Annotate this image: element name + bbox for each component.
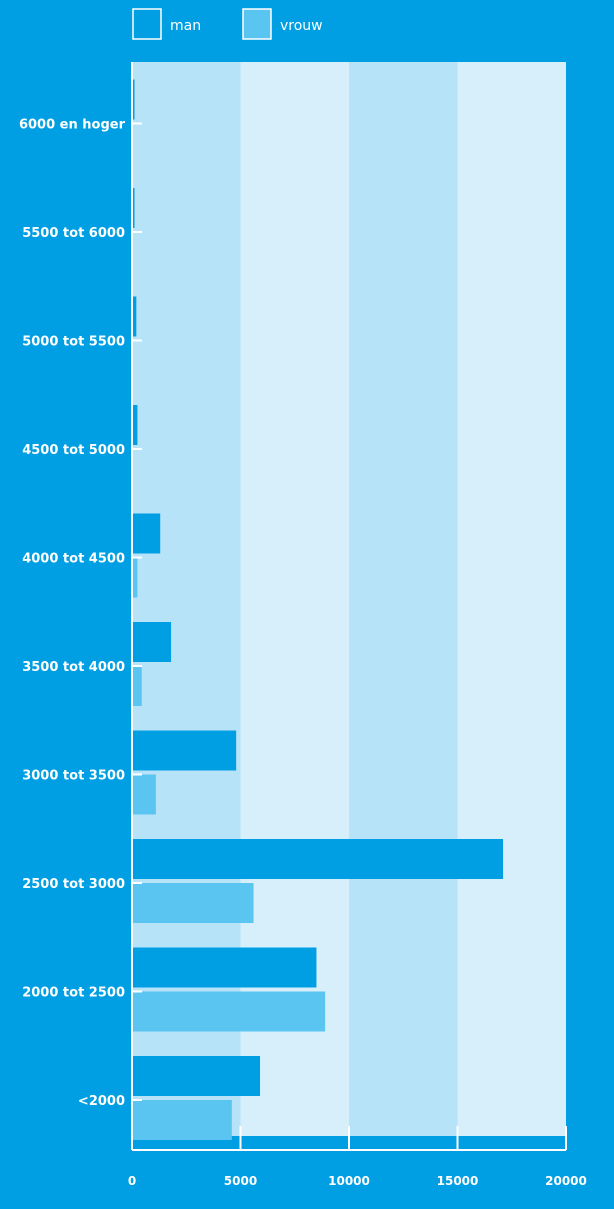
bar-vrouw-4 [133,666,142,706]
bar-vrouw-2 [133,883,254,923]
category-label-8: 5500 tot 6000 [22,226,125,241]
x-tick-labels: 0 5000 10000 15000 20000 [128,1174,587,1188]
x-tick-label-0: 0 [128,1174,136,1188]
axes [131,62,567,1151]
bar-man-5 [133,513,161,554]
x-tick-label-3: 15000 [437,1174,479,1188]
category-label-4: 3500 tot 4000 [22,660,125,675]
legend-swatch-man [132,8,162,40]
bar-man-8 [133,188,135,228]
x-tick-label-4: 20000 [545,1174,587,1188]
x-tick-label-2: 10000 [328,1174,370,1188]
category-label-7: 5000 tot 5500 [22,335,125,350]
band-3 [457,62,566,1136]
bar-man-9 [133,79,135,120]
category-labels: <2000 2000 tot 2500 2500 tot 3000 3000 tot … [19,118,126,1110]
bars [133,79,504,1140]
bar-man-7 [133,296,137,337]
band-2 [349,62,458,1136]
background-bands [132,62,566,1136]
bar-man-2 [133,839,504,879]
bar-vrouw-1 [133,991,326,1032]
category-label-2: 2500 tot 3000 [22,877,125,892]
category-label-9: 6000 en hoger [19,118,126,133]
bar-man-3 [133,730,237,771]
bar-man-6 [133,405,138,445]
bar-vrouw-0 [133,1100,232,1140]
category-label-3: 3000 tot 3500 [22,769,125,784]
legend-swatch-vrouw [242,8,272,40]
legend-label-vrouw: vrouw [280,18,323,34]
bar-man-1 [133,947,317,988]
bar-vrouw-5 [133,557,138,598]
legend: man vrouw [132,8,323,40]
category-label-0: <2000 [78,1094,125,1109]
category-label-6: 4500 tot 5000 [22,443,125,458]
x-tick-label-1: 5000 [224,1174,257,1188]
category-label-5: 4000 tot 4500 [22,552,125,567]
bar-vrouw-3 [133,774,156,815]
legend-label-man: man [170,18,201,34]
bar-man-4 [133,622,172,662]
category-label-1: 2000 tot 2500 [22,986,125,1001]
bar-man-0 [133,1056,261,1096]
